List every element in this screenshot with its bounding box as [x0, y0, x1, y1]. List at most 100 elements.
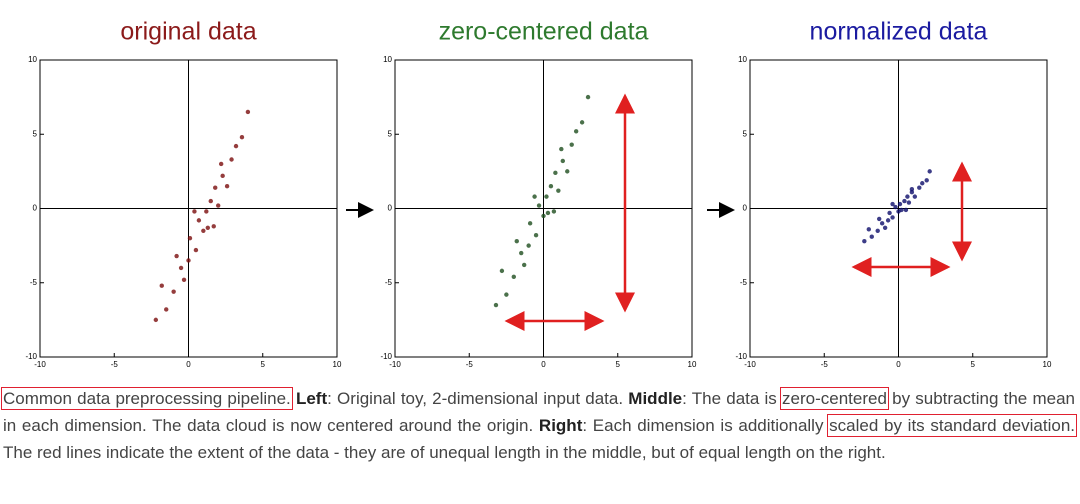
point — [533, 233, 539, 238]
point — [887, 210, 892, 216]
point — [573, 129, 579, 134]
point — [211, 224, 216, 229]
point — [556, 188, 561, 193]
point — [906, 200, 912, 205]
chart-title: original data — [120, 18, 256, 46]
point — [239, 135, 245, 140]
label: Left — [295, 389, 328, 408]
point — [903, 207, 909, 213]
x-tick-label: 10 — [688, 360, 697, 369]
x-tick-label: 0 — [541, 360, 546, 369]
x-tick-label: 5 — [261, 360, 266, 369]
y-tick-label: -10 — [25, 352, 37, 361]
y-tick-label: 10 — [383, 55, 392, 64]
x-tick-label: 10 — [1043, 360, 1052, 369]
point — [541, 213, 546, 219]
point — [545, 210, 551, 216]
point — [924, 178, 929, 183]
point — [890, 215, 895, 220]
point — [876, 216, 882, 222]
point — [208, 198, 213, 204]
point — [902, 198, 907, 204]
point — [164, 307, 169, 312]
point — [912, 194, 918, 199]
point — [205, 225, 211, 231]
point — [196, 218, 202, 223]
point — [224, 184, 230, 189]
point — [885, 218, 891, 223]
point — [174, 253, 179, 259]
point — [869, 234, 874, 239]
point — [493, 302, 499, 308]
y-tick-label: -5 — [30, 278, 38, 287]
point — [153, 317, 159, 323]
point — [521, 262, 527, 268]
highlight: scaled by its standard deviation. — [827, 414, 1077, 437]
highlight: Common data preprocessing pipeline. — [1, 387, 293, 410]
chart-title: normalized data — [810, 18, 988, 46]
point — [192, 209, 197, 214]
y-tick-label: 10 — [738, 55, 747, 64]
highlight: zero-centered — [780, 387, 889, 410]
point — [159, 283, 164, 288]
point — [201, 228, 206, 233]
caption: Common data preprocessing pipeline. Left… — [1, 385, 1077, 466]
point — [899, 207, 904, 213]
point — [187, 236, 193, 241]
point — [882, 225, 888, 231]
x-tick-label: 0 — [896, 360, 901, 369]
x-tick-label: -5 — [821, 360, 829, 369]
point — [181, 277, 187, 282]
y-tick-label: 10 — [28, 55, 37, 64]
point — [220, 173, 225, 179]
point — [897, 201, 903, 207]
point — [514, 238, 519, 244]
point — [519, 250, 524, 256]
y-tick-label: -10 — [380, 352, 392, 361]
point — [233, 143, 239, 149]
y-tick-label: 5 — [33, 129, 38, 138]
point — [879, 221, 885, 226]
text: The red lines indicate the extent of the… — [3, 443, 886, 462]
label: Right — [538, 416, 583, 435]
point — [862, 238, 867, 244]
point — [905, 194, 910, 199]
point — [218, 161, 224, 167]
plots: original data -10 -5 0 5 10 -10 -5 0 5 10 zero-cent… — [25, 18, 1052, 370]
point — [559, 146, 564, 152]
point — [504, 292, 509, 297]
y-tick-label: -5 — [385, 278, 393, 287]
point — [866, 227, 871, 232]
point — [536, 203, 542, 208]
label: Middle — [628, 389, 683, 408]
point — [893, 204, 898, 210]
x-tick-label: 0 — [186, 360, 191, 369]
text: : Each dimension is additionally — [582, 416, 824, 435]
text: by subtracting the mean in each dimensio… — [3, 389, 1075, 435]
y-tick-label: 5 — [743, 129, 748, 138]
chart-title: zero-centered data — [439, 18, 649, 46]
point — [917, 185, 922, 190]
point — [585, 94, 591, 100]
point — [920, 181, 925, 186]
point — [565, 169, 570, 174]
y-tick-label: 0 — [33, 204, 38, 213]
y-tick-label: 0 — [388, 204, 393, 213]
point — [527, 221, 533, 226]
text: : Original toy, 2-dimensional input data… — [327, 389, 624, 408]
point — [875, 228, 880, 233]
point — [569, 142, 574, 147]
point — [548, 184, 554, 189]
x-tick-label: -5 — [466, 360, 474, 369]
point — [526, 243, 531, 248]
point — [229, 157, 234, 162]
y-tick-label: 5 — [388, 129, 393, 138]
x-tick-label: -10 — [34, 360, 46, 369]
y-tick-label: -5 — [740, 278, 748, 287]
point — [178, 265, 184, 271]
point — [909, 186, 915, 192]
y-tick-label: -10 — [735, 352, 747, 361]
point — [216, 203, 221, 208]
point — [532, 194, 537, 199]
